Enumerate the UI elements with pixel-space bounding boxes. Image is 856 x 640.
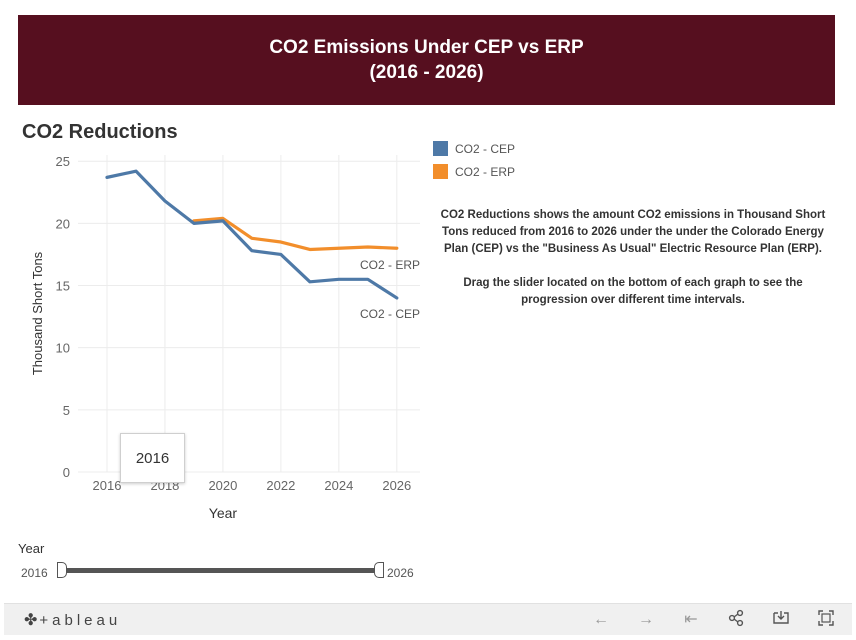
slider-handle-end[interactable] — [374, 562, 384, 578]
description-paragraph-1: CO2 Reductions shows the amount CO2 emis… — [440, 209, 826, 255]
slider-max-label: 2026 — [387, 566, 414, 580]
revert-icon[interactable]: ⇤ — [684, 611, 698, 628]
series-label-erp: CO2 - ERP — [360, 258, 420, 272]
x-axis-title: Year — [209, 505, 238, 521]
x-tick-label: 2026 — [382, 478, 411, 493]
legend-item-erp[interactable]: CO2 - ERP — [433, 160, 515, 183]
x-tick-label: 2016 — [93, 478, 122, 493]
redo-icon[interactable]: → — [638, 611, 654, 628]
description: CO2 Reductions shows the amount CO2 emis… — [440, 207, 826, 326]
legend-swatch-cep — [433, 141, 448, 156]
y-tick-label: 5 — [63, 403, 70, 418]
y-tick-label: 0 — [63, 465, 70, 480]
fullscreen-icon-glyph — [818, 610, 834, 626]
y-axis-title: Thousand Short Tons — [30, 251, 45, 375]
series-line-cep — [105, 169, 399, 300]
legend-label-erp: CO2 - ERP — [455, 164, 516, 179]
header-title-line1: CO2 Emissions Under CEP vs ERP — [269, 37, 584, 58]
legend-swatch-erp — [433, 164, 448, 179]
y-tick-label: 20 — [56, 216, 70, 231]
tableau-logo-text: +ableau — [39, 611, 122, 629]
y-tick-label: 25 — [56, 154, 70, 169]
header-banner: CO2 Emissions Under CEP vs ERP (2016 - 2… — [18, 15, 835, 105]
tableau-logo[interactable]: ✤ +ableau — [24, 610, 121, 630]
legend-item-cep[interactable]: CO2 - CEP — [433, 137, 515, 160]
slider-label: Year — [18, 541, 45, 556]
x-tick-label: 2024 — [324, 478, 353, 493]
series-label-cep: CO2 - CEP — [360, 307, 420, 321]
chart-title: CO2 Reductions — [22, 121, 178, 143]
x-tick-label: 2022 — [266, 478, 295, 493]
series-line-erp — [192, 216, 399, 252]
slider-min-label: 2016 — [21, 566, 48, 580]
fullscreen-icon[interactable] — [815, 609, 837, 631]
share-icon-glyph — [728, 609, 744, 627]
download-icon-glyph — [773, 611, 789, 624]
slider-track[interactable] — [62, 568, 380, 573]
y-tick-label: 10 — [56, 341, 70, 356]
year-tooltip: 2016 — [120, 433, 185, 483]
undo-icon[interactable]: ← — [593, 611, 609, 628]
tableau-toolbar: ✤ +ableau ← → ⇤ — [4, 603, 852, 635]
share-icon[interactable] — [725, 609, 747, 631]
description-paragraph-2: Drag the slider located on the bottom of… — [463, 277, 803, 306]
slider-handle-start[interactable] — [57, 562, 67, 578]
legend-label-cep: CO2 - CEP — [455, 141, 516, 156]
legend: CO2 - CEP CO2 - ERP — [433, 137, 515, 183]
tableau-logo-icon: ✤ — [24, 612, 38, 629]
download-icon[interactable] — [770, 609, 792, 631]
x-tick-label: 2020 — [208, 478, 237, 493]
header-title-line2: (2016 - 2026) — [369, 62, 484, 83]
y-tick-label: 15 — [56, 279, 70, 294]
